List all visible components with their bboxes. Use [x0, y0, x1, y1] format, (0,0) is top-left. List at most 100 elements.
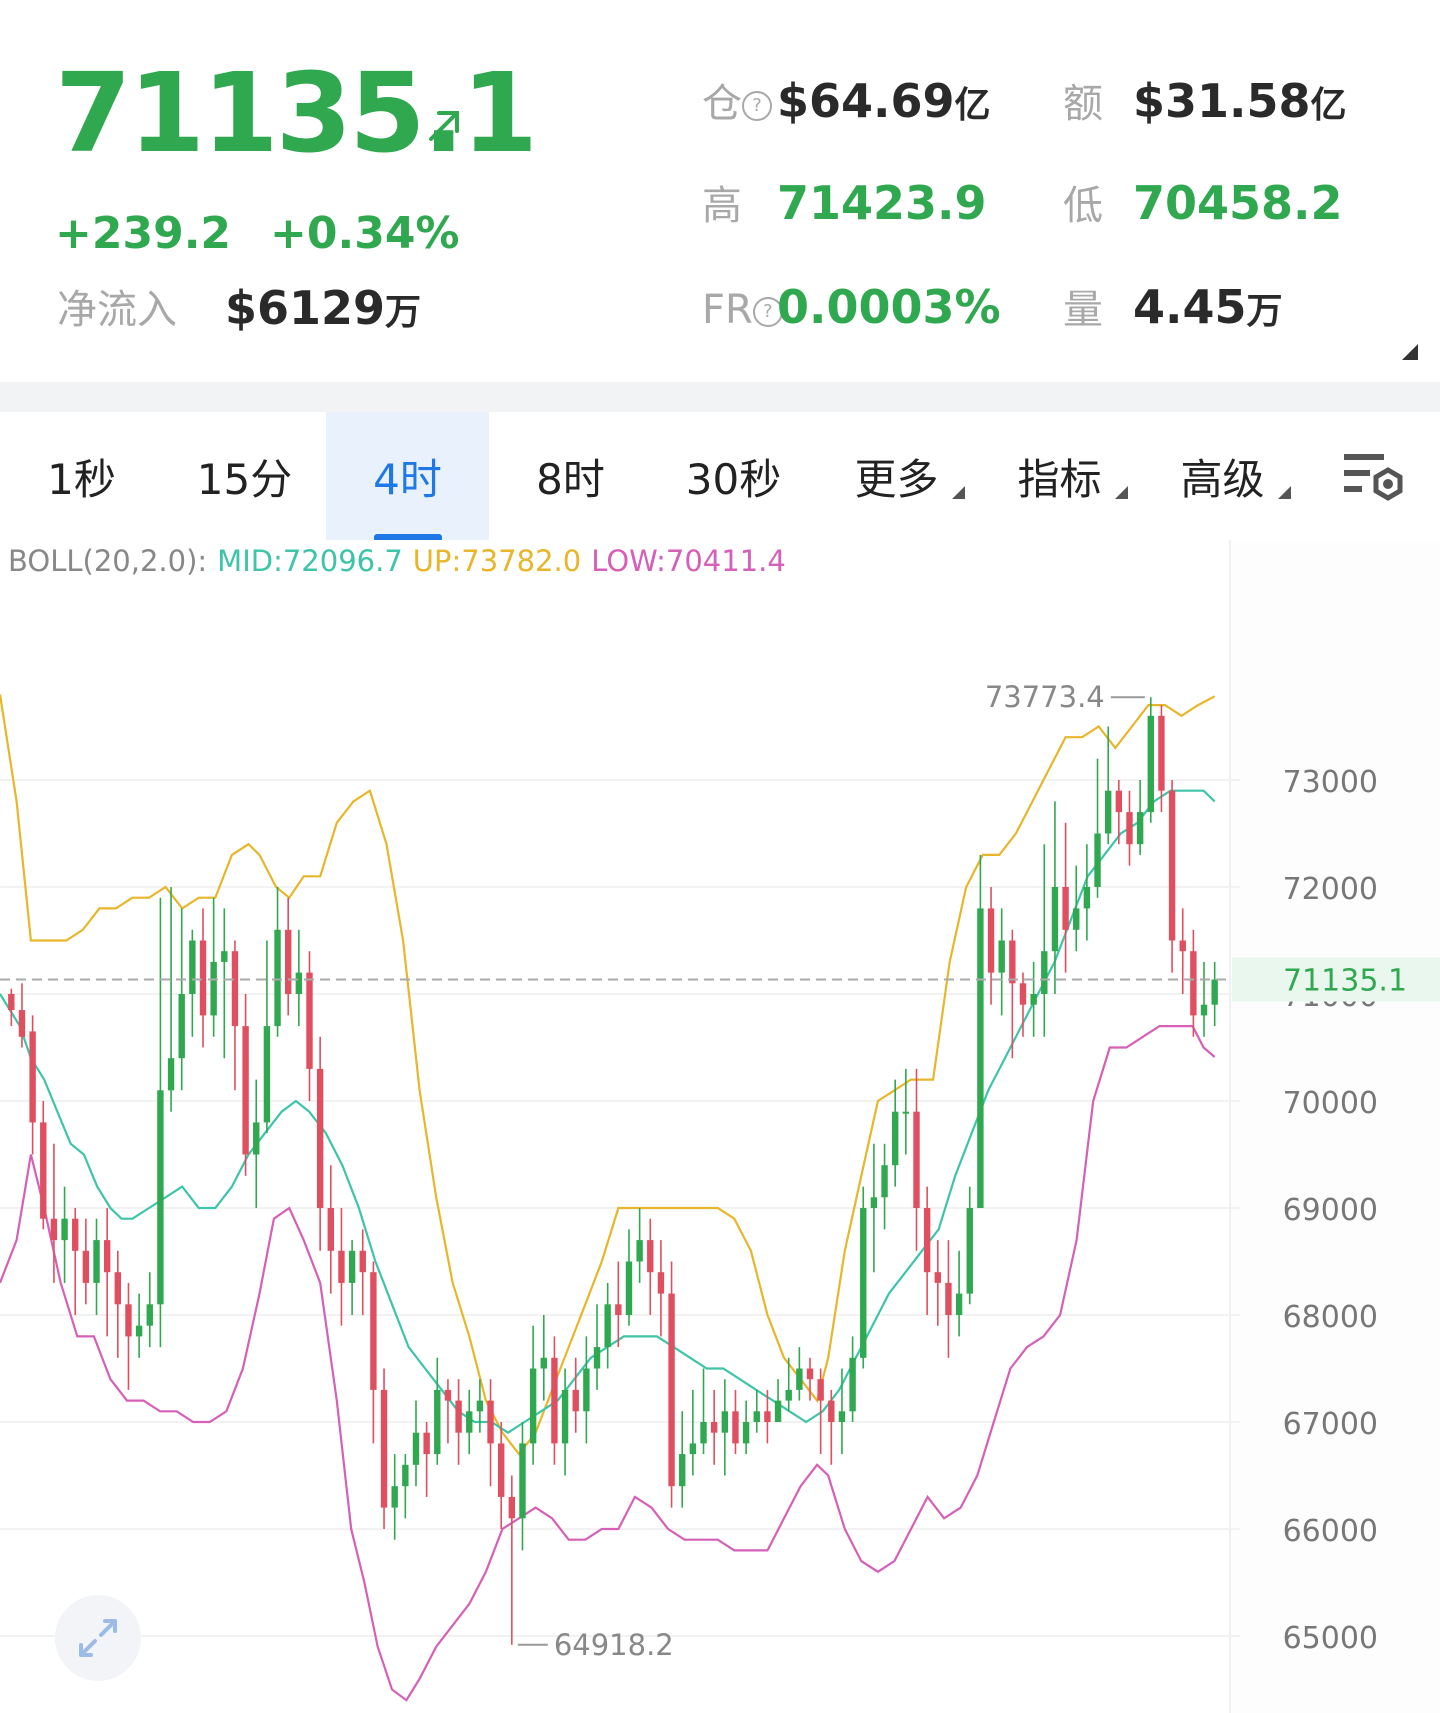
open-interest-label[interactable]: 仓?	[702, 84, 772, 124]
candle-body	[1051, 887, 1059, 952]
expand-header-icon[interactable]	[1402, 344, 1418, 360]
interval-tabs: 1秒 15分 4时 8时 30秒 更多 指标 高级	[0, 412, 1440, 540]
last-price-tag	[1232, 957, 1440, 1002]
candle-body	[561, 1389, 569, 1444]
low-value: 70458.2	[1133, 176, 1343, 230]
max-price-label: 73773.4	[985, 680, 1105, 714]
funding-rate-label[interactable]: FR?	[702, 290, 783, 330]
candle-body	[221, 951, 228, 962]
candle-body	[253, 1122, 260, 1155]
candle-body	[679, 1454, 686, 1487]
volume-value: 4.45万	[1133, 280, 1283, 334]
chart-settings-icon[interactable]	[1340, 450, 1406, 506]
price-change: +239.2	[55, 208, 232, 259]
candlestick-chart[interactable]: 7300072000710007000069000680006700066000…	[0, 540, 1440, 1713]
boll-legend: BOLL(20,2.0): MID:72096.7 UP:73782.0 LOW:70…	[8, 544, 796, 578]
tab-1s[interactable]: 1秒	[47, 454, 116, 504]
candle-body	[881, 1165, 888, 1198]
price-axis-bg	[1230, 540, 1440, 1713]
tab-8h[interactable]: 8时	[536, 454, 605, 504]
candle-body	[636, 1240, 643, 1262]
net-inflow-value: $6129万	[225, 281, 422, 335]
candle-body	[338, 1250, 345, 1283]
candle-body	[146, 1304, 153, 1326]
candle-body	[295, 972, 303, 994]
candle-body	[828, 1400, 835, 1422]
high-value: 71423.9	[777, 176, 987, 230]
candle-body	[742, 1422, 750, 1444]
candle-body	[487, 1400, 494, 1444]
boll-upper-band	[0, 694, 1216, 1456]
y-tick-label: 73000	[1283, 765, 1378, 800]
candle-body	[1041, 951, 1048, 994]
candle-body	[8, 994, 15, 1011]
candle-body	[966, 1208, 973, 1294]
net-inflow-label: 净流入	[57, 287, 177, 333]
funding-rate-value: 0.0003%	[777, 280, 1001, 334]
candle-body	[753, 1411, 760, 1422]
candle-body	[242, 1026, 249, 1155]
candle-body	[135, 1325, 143, 1337]
candle-body	[93, 1240, 100, 1283]
candle-body	[604, 1304, 611, 1348]
candle-body	[721, 1411, 729, 1433]
open-interest-value: $64.69亿	[777, 74, 991, 128]
tab-15m[interactable]: 15分	[196, 454, 293, 504]
candle-body	[40, 1122, 47, 1219]
tab-indicators[interactable]: 指标	[978, 412, 1141, 540]
tab-30s[interactable]: 30秒	[685, 454, 782, 504]
candle-body	[114, 1272, 122, 1305]
candle-body	[380, 1389, 388, 1508]
y-tick-label: 72000	[1283, 872, 1378, 907]
boll-name: BOLL(20,2.0):	[8, 544, 208, 578]
candle-body	[668, 1293, 675, 1487]
candle-body	[796, 1368, 803, 1390]
candle-body	[1136, 812, 1144, 845]
candle-body	[1019, 983, 1027, 1005]
ticker-header: 71135.1 +239.2 +0.34% 净流入 $6129万 仓? $64.…	[0, 0, 1440, 382]
y-tick-label: 68000	[1283, 1300, 1378, 1335]
candle-body	[785, 1389, 792, 1401]
tab-advanced[interactable]: 高级	[1141, 412, 1304, 540]
fullscreen-button[interactable]	[55, 1595, 141, 1681]
candle-body	[274, 929, 281, 1027]
help-icon: ?	[742, 91, 772, 121]
candle-body	[167, 1058, 175, 1091]
candle-body	[519, 1443, 526, 1519]
high-label: 高	[702, 183, 742, 229]
candle-body	[689, 1443, 697, 1455]
candle-body	[61, 1218, 68, 1241]
tab-more[interactable]: 更多	[815, 412, 978, 540]
candle-body	[29, 1031, 36, 1123]
dropdown-icon	[952, 486, 965, 499]
candle-body	[625, 1261, 633, 1315]
candle-body	[1211, 979, 1218, 1005]
candle-body	[806, 1368, 814, 1380]
candle-body	[774, 1400, 782, 1422]
candle-body	[934, 1272, 941, 1283]
candle-body	[998, 940, 1005, 973]
candle-body	[125, 1304, 132, 1337]
candle-body	[572, 1389, 579, 1412]
candle-body	[987, 908, 995, 973]
dropdown-icon	[1278, 486, 1291, 499]
candle-body	[466, 1411, 473, 1433]
candle-body	[700, 1422, 707, 1444]
candle-body	[231, 951, 239, 1027]
candle-body	[370, 1272, 377, 1390]
candle-body	[1073, 908, 1080, 930]
candle-body	[902, 1111, 910, 1114]
candle-body	[1168, 790, 1176, 941]
y-tick-label: 65000	[1283, 1621, 1378, 1656]
candle-body	[892, 1111, 899, 1166]
candle-body	[199, 940, 207, 1016]
dropdown-icon	[1115, 486, 1128, 499]
candle-body	[1158, 715, 1165, 791]
candle-body	[157, 1090, 164, 1305]
candle-body	[210, 961, 217, 1016]
candle-body	[423, 1432, 430, 1455]
tab-4h[interactable]: 4时	[326, 412, 489, 540]
candle-body	[529, 1368, 537, 1444]
y-tick-label: 70000	[1283, 1086, 1378, 1121]
candle-body	[913, 1111, 920, 1208]
